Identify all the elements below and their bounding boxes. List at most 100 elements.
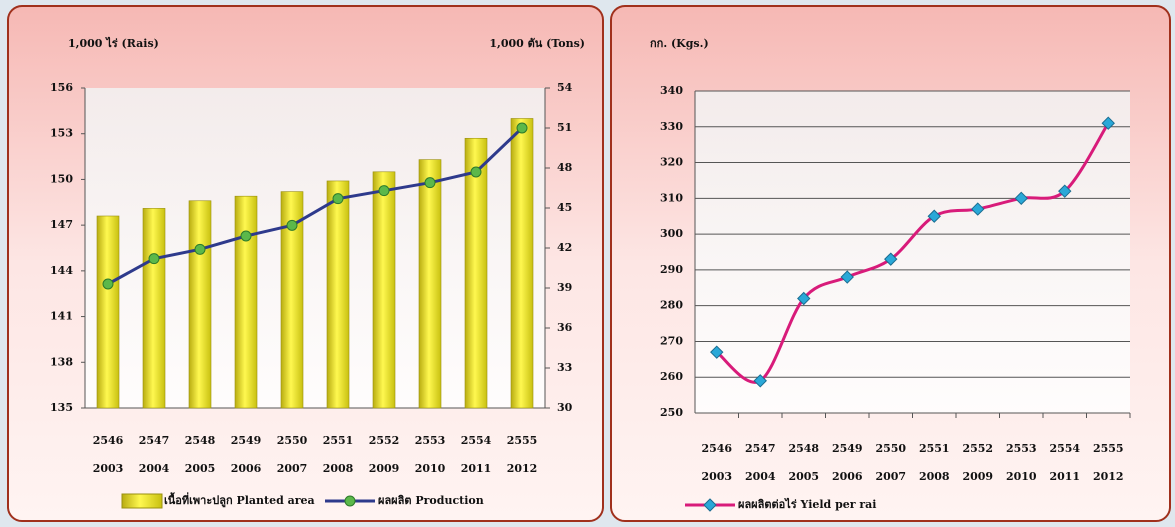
y-tick-label: 270: [660, 334, 683, 347]
y2-axis-label: 1,000 ตัน (Tons): [489, 37, 585, 50]
legend-swatch: [121, 493, 163, 509]
y-tick-label: 150: [50, 172, 73, 185]
point: [148, 253, 160, 265]
x-tick-label: 2555: [1093, 442, 1124, 455]
y-tick-label: 320: [660, 156, 683, 169]
x-tick-label: 2555: [507, 434, 538, 447]
x-tick-label: 2009: [962, 470, 993, 483]
x-tick-label: 2554: [461, 434, 492, 447]
point: [286, 219, 298, 231]
point: [1014, 191, 1028, 206]
bar: [418, 159, 442, 409]
x-tick-label: 2009: [369, 462, 400, 475]
x-tick-label: 2004: [745, 470, 776, 483]
y-tick-label: 141: [50, 310, 73, 323]
x-tick-label: 2010: [1006, 470, 1037, 483]
x-tick-label: 2012: [507, 462, 538, 475]
y-tick-label: 300: [660, 227, 683, 240]
bar: [234, 195, 258, 409]
y2-tick-label: 51: [557, 121, 572, 134]
y-tick-label: 144: [50, 264, 73, 277]
bar: [142, 208, 166, 409]
y2-tick-label: 42: [557, 241, 572, 254]
point: [1058, 184, 1072, 198]
x-tick-label: 2006: [832, 470, 863, 483]
x-tick-label: 2012: [1093, 470, 1124, 483]
y-axis-label: กก. (Kgs.): [650, 37, 709, 50]
x-tick-label: 2546: [701, 442, 732, 455]
bar: [326, 180, 350, 409]
point: [194, 243, 206, 255]
y-tick-label: 290: [660, 263, 683, 276]
bar: [188, 200, 212, 409]
x-tick-label: 2003: [701, 470, 732, 483]
bar: [280, 191, 304, 409]
point: [240, 230, 252, 242]
y-tick-label: 147: [50, 218, 73, 231]
bar: [464, 137, 488, 409]
x-tick-label: 2546: [93, 434, 124, 447]
x-tick-label: 2005: [788, 470, 819, 483]
y-tick-label: 340: [660, 84, 683, 97]
legend-label: ผลผลิต Production: [378, 494, 484, 507]
x-tick-label: 2553: [415, 434, 446, 447]
y2-tick-label: 36: [557, 321, 573, 334]
point: [470, 166, 482, 178]
y2-tick-label: 48: [557, 161, 573, 174]
plot-area: [695, 91, 1130, 413]
x-tick-label: 2011: [461, 462, 492, 475]
x-tick-label: 2552: [369, 434, 400, 447]
legend-marker: [703, 498, 717, 512]
point: [840, 270, 854, 284]
x-tick-label: 2547: [745, 442, 776, 455]
point: [378, 185, 390, 197]
y-tick-label: 260: [660, 370, 683, 383]
y2-tick-label: 45: [557, 201, 572, 214]
point: [710, 345, 724, 359]
x-tick-label: 2548: [185, 434, 216, 447]
x-tick-label: 2007: [875, 470, 906, 483]
y-tick-label: 280: [660, 299, 683, 312]
y-tick-label: 156: [50, 81, 73, 94]
point: [516, 122, 528, 134]
y2-tick-label: 33: [557, 361, 572, 374]
x-tick-label: 2548: [788, 442, 819, 455]
point: [797, 291, 811, 306]
x-tick-label: 2011: [1049, 470, 1080, 483]
x-tick-label: 2550: [875, 442, 906, 455]
x-tick-label: 2554: [1049, 442, 1080, 455]
y-tick-label: 330: [660, 120, 683, 133]
bar: [372, 171, 396, 409]
line: [715, 122, 1110, 384]
x-tick-label: 2004: [139, 462, 170, 475]
bar: [510, 118, 534, 409]
legend-marker: [344, 495, 356, 507]
x-tick-label: 2549: [832, 442, 863, 455]
legend-label: ผลผลิตต่อไร่ Yield per rai: [738, 497, 877, 511]
y-tick-label: 250: [660, 406, 683, 419]
y-tick-label: 135: [50, 401, 73, 414]
x-tick-label: 2007: [277, 462, 308, 475]
line: [107, 126, 524, 286]
y-tick-label: 138: [50, 355, 73, 368]
point: [1101, 116, 1115, 130]
y-axis-label: 1,000 ไร่ (Rais): [68, 36, 159, 50]
x-tick-label: 2549: [231, 434, 262, 447]
y2-tick-label: 39: [557, 281, 572, 294]
x-tick-label: 2003: [93, 462, 124, 475]
x-tick-label: 2005: [185, 462, 216, 475]
x-tick-label: 2010: [415, 462, 446, 475]
point: [424, 177, 436, 189]
y2-tick-label: 30: [557, 401, 573, 414]
legend-label: เนื้อที่เพาะปลูก Planted area: [164, 492, 315, 508]
x-tick-label: 2553: [1006, 442, 1037, 455]
x-tick-label: 2551: [323, 434, 354, 447]
x-tick-label: 2551: [919, 442, 950, 455]
x-tick-label: 2547: [139, 434, 170, 447]
x-tick-label: 2008: [919, 470, 950, 483]
point: [884, 252, 898, 266]
point: [971, 202, 985, 216]
x-tick-label: 2550: [277, 434, 308, 447]
